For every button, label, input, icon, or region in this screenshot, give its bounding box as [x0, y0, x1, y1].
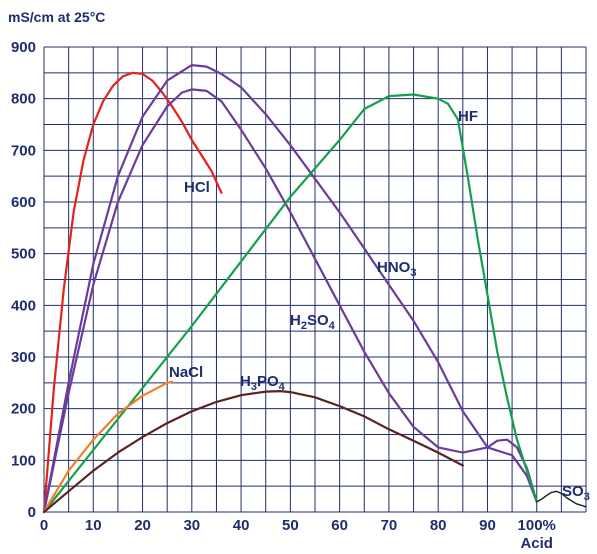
series-labels: HCl HNO3 H2SO4 HF NaCl H3PO4 SO3	[169, 108, 590, 503]
grid	[43, 46, 587, 513]
series-label-hno3: HNO3	[377, 259, 416, 279]
y-tick-label: 800	[11, 91, 36, 108]
x-tick-label: 40	[233, 517, 250, 534]
y-tick-labels: 0 100 200 300 400 500 600 700 800 900	[11, 39, 36, 521]
series-lines	[42, 63, 587, 514]
series-label-hf: HF	[458, 108, 478, 125]
series-label-nacl: NaCl	[169, 364, 203, 381]
x-tick-label: 50	[282, 517, 299, 534]
x-tick-label: 90	[479, 517, 496, 534]
series-line-nacl	[42, 380, 174, 514]
series-line-hf	[42, 93, 538, 514]
series-label-so3: SO3	[562, 483, 590, 503]
y-tick-label: 100	[11, 452, 36, 469]
series-line-h3po4	[42, 390, 464, 514]
series-line-hno3	[42, 63, 538, 514]
x-tick-label: 100%	[518, 517, 556, 534]
x-tick-label: 0	[40, 517, 48, 534]
y-tick-label: 300	[11, 349, 36, 366]
x-tick-labels: 0 10 20 30 40 50 60 70 80 90 100%	[40, 517, 556, 534]
y-tick-label: 600	[11, 194, 36, 211]
x-tick-label: 60	[331, 517, 348, 534]
y-tick-label: 900	[11, 39, 36, 56]
series-line-h2so4	[42, 88, 538, 514]
y-tick-label: 500	[11, 246, 36, 263]
series-label-h3po4: H3PO4	[240, 373, 286, 393]
y-tick-label: 200	[11, 401, 36, 418]
x-tick-label: 20	[134, 517, 151, 534]
x-tick-label: 30	[183, 517, 200, 534]
series-line-hcl	[42, 71, 223, 514]
y-axis-unit-label: mS/cm at 25°C	[8, 9, 105, 25]
series-label-hcl: HCl	[184, 179, 210, 196]
y-tick-label: 400	[11, 297, 36, 314]
x-tick-label: 70	[381, 517, 398, 534]
x-tick-sublabel: Acid	[520, 535, 553, 552]
y-tick-label: 700	[11, 142, 36, 159]
series-label-h2so4: H2SO4	[290, 312, 336, 332]
x-tick-label: 80	[430, 517, 447, 534]
x-tick-label: 10	[85, 517, 102, 534]
y-tick-label: 0	[28, 504, 36, 521]
series-line-so3	[536, 490, 587, 508]
